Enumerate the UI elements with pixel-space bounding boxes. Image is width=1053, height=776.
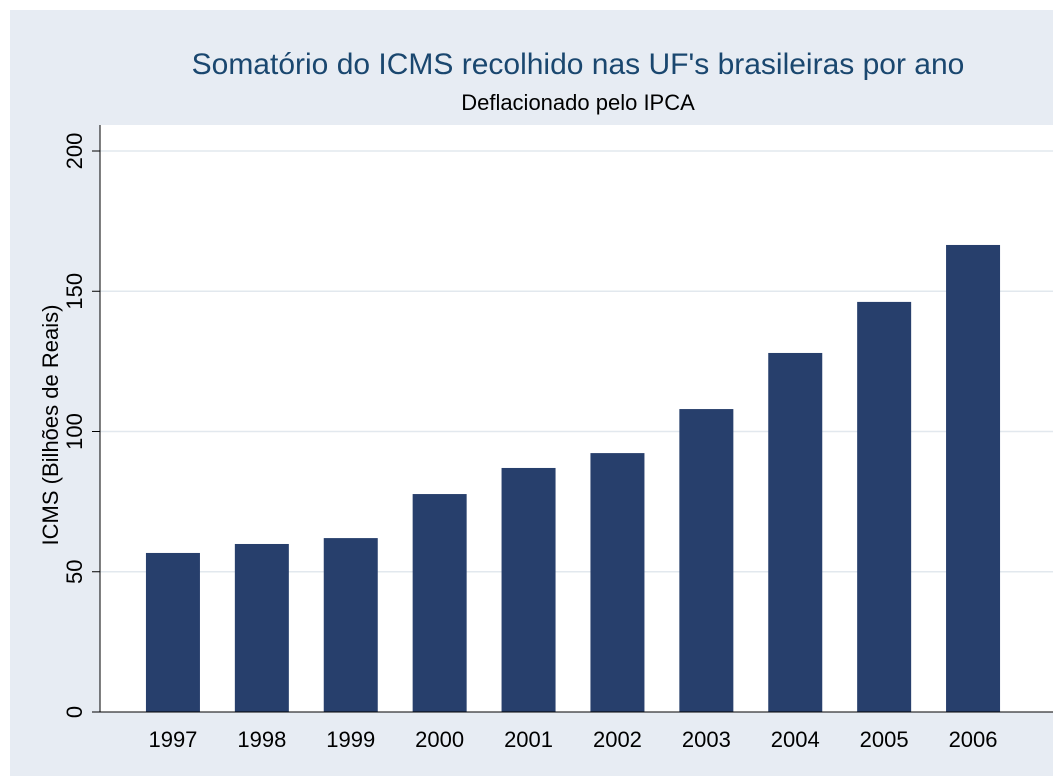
x-tick-label: 1998 [237, 727, 286, 752]
bar [323, 538, 378, 712]
x-tick-label: 2000 [415, 727, 464, 752]
x-tick-label: 2004 [771, 727, 820, 752]
x-tick-label: 2001 [504, 727, 553, 752]
x-tick-label: 2003 [682, 727, 731, 752]
y-tick-label: 50 [62, 560, 87, 584]
bar [946, 244, 1001, 712]
y-axis-label: ICMS (Bilhões de Reais) [38, 305, 63, 546]
x-tick-label: 1997 [148, 727, 197, 752]
x-tick-label: 1999 [326, 727, 375, 752]
x-tick-label: 2005 [860, 727, 909, 752]
y-tick-label: 150 [62, 273, 87, 310]
y-tick-label: 100 [62, 413, 87, 450]
bar [145, 552, 200, 712]
chart-subtitle: Deflacionado pelo IPCA [461, 90, 695, 115]
bar [768, 352, 823, 712]
y-tick-label: 0 [62, 706, 87, 718]
x-tick-label: 2006 [949, 727, 998, 752]
bar [412, 494, 467, 712]
bar [501, 467, 556, 712]
x-tick-label: 2002 [593, 727, 642, 752]
bar [234, 543, 289, 712]
bar [857, 301, 912, 712]
bar [679, 409, 734, 712]
bar [590, 453, 645, 712]
y-tick-label: 200 [62, 133, 87, 170]
chart-title: Somatório do ICMS recolhido nas UF's bra… [192, 48, 965, 81]
